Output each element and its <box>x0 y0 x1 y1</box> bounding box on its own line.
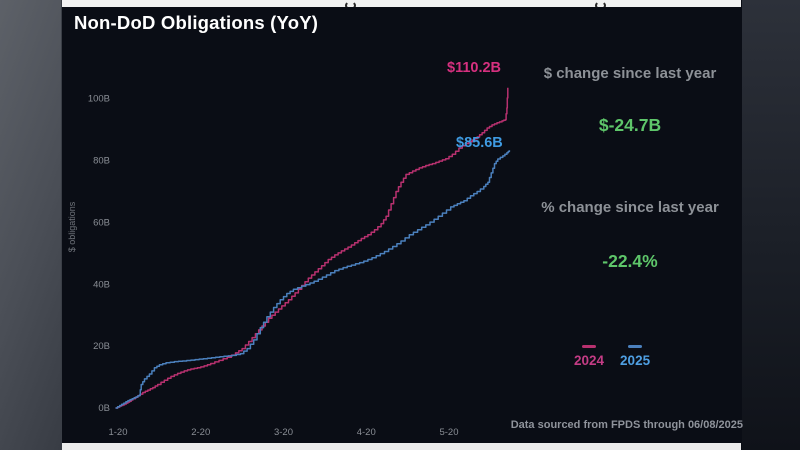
page-background-left-band <box>0 0 61 450</box>
dollar-change-header: $ change since last year <box>543 65 717 82</box>
end-label-2024: $110.2B <box>447 60 502 76</box>
legend-item-2025: 2025 <box>620 345 650 368</box>
data-source-footer: Data sourced from FPDS through 06/08/202… <box>510 419 743 431</box>
series-line-2024 <box>115 87 509 409</box>
x-tick-label: 2-20 <box>191 427 210 438</box>
chart-title: Non-DoD Obligations (YoY) <box>74 12 319 33</box>
y-tick-label: 100B <box>88 94 110 105</box>
x-tick-label: 5-20 <box>439 427 458 438</box>
y-tick-label: 60B <box>93 217 110 228</box>
percent-change-header: % change since last year <box>541 199 719 216</box>
page-strip-bottom <box>62 443 741 450</box>
y-tick-label: 0B <box>98 403 110 414</box>
chart-legend: 2024 2025 <box>574 345 650 368</box>
y-tick-label: 20B <box>93 341 110 352</box>
series-line-2025 <box>115 150 511 409</box>
page-background-right-band <box>741 0 800 450</box>
y-tick-label: 40B <box>93 279 110 290</box>
y-tick-label: 80B <box>93 156 110 167</box>
legend-label-2024: 2024 <box>574 353 605 368</box>
page-strip-top <box>62 0 741 7</box>
x-tick-label: 1-20 <box>108 427 127 438</box>
legend-swatch-2025 <box>628 345 643 348</box>
dollar-change-value: $-24.7B <box>598 115 662 135</box>
x-tick-label: 3-20 <box>274 427 293 438</box>
end-label-2025: $85.6B <box>456 135 503 151</box>
percent-change-value: -22.4% <box>602 251 658 271</box>
legend-item-2024: 2024 <box>574 345 604 368</box>
x-tick-label: 4-20 <box>357 427 376 438</box>
legend-label-2025: 2025 <box>620 353 651 368</box>
cropped-text-fragment <box>345 1 356 7</box>
cropped-text-fragment <box>595 1 606 7</box>
legend-swatch-2024 <box>582 345 597 348</box>
